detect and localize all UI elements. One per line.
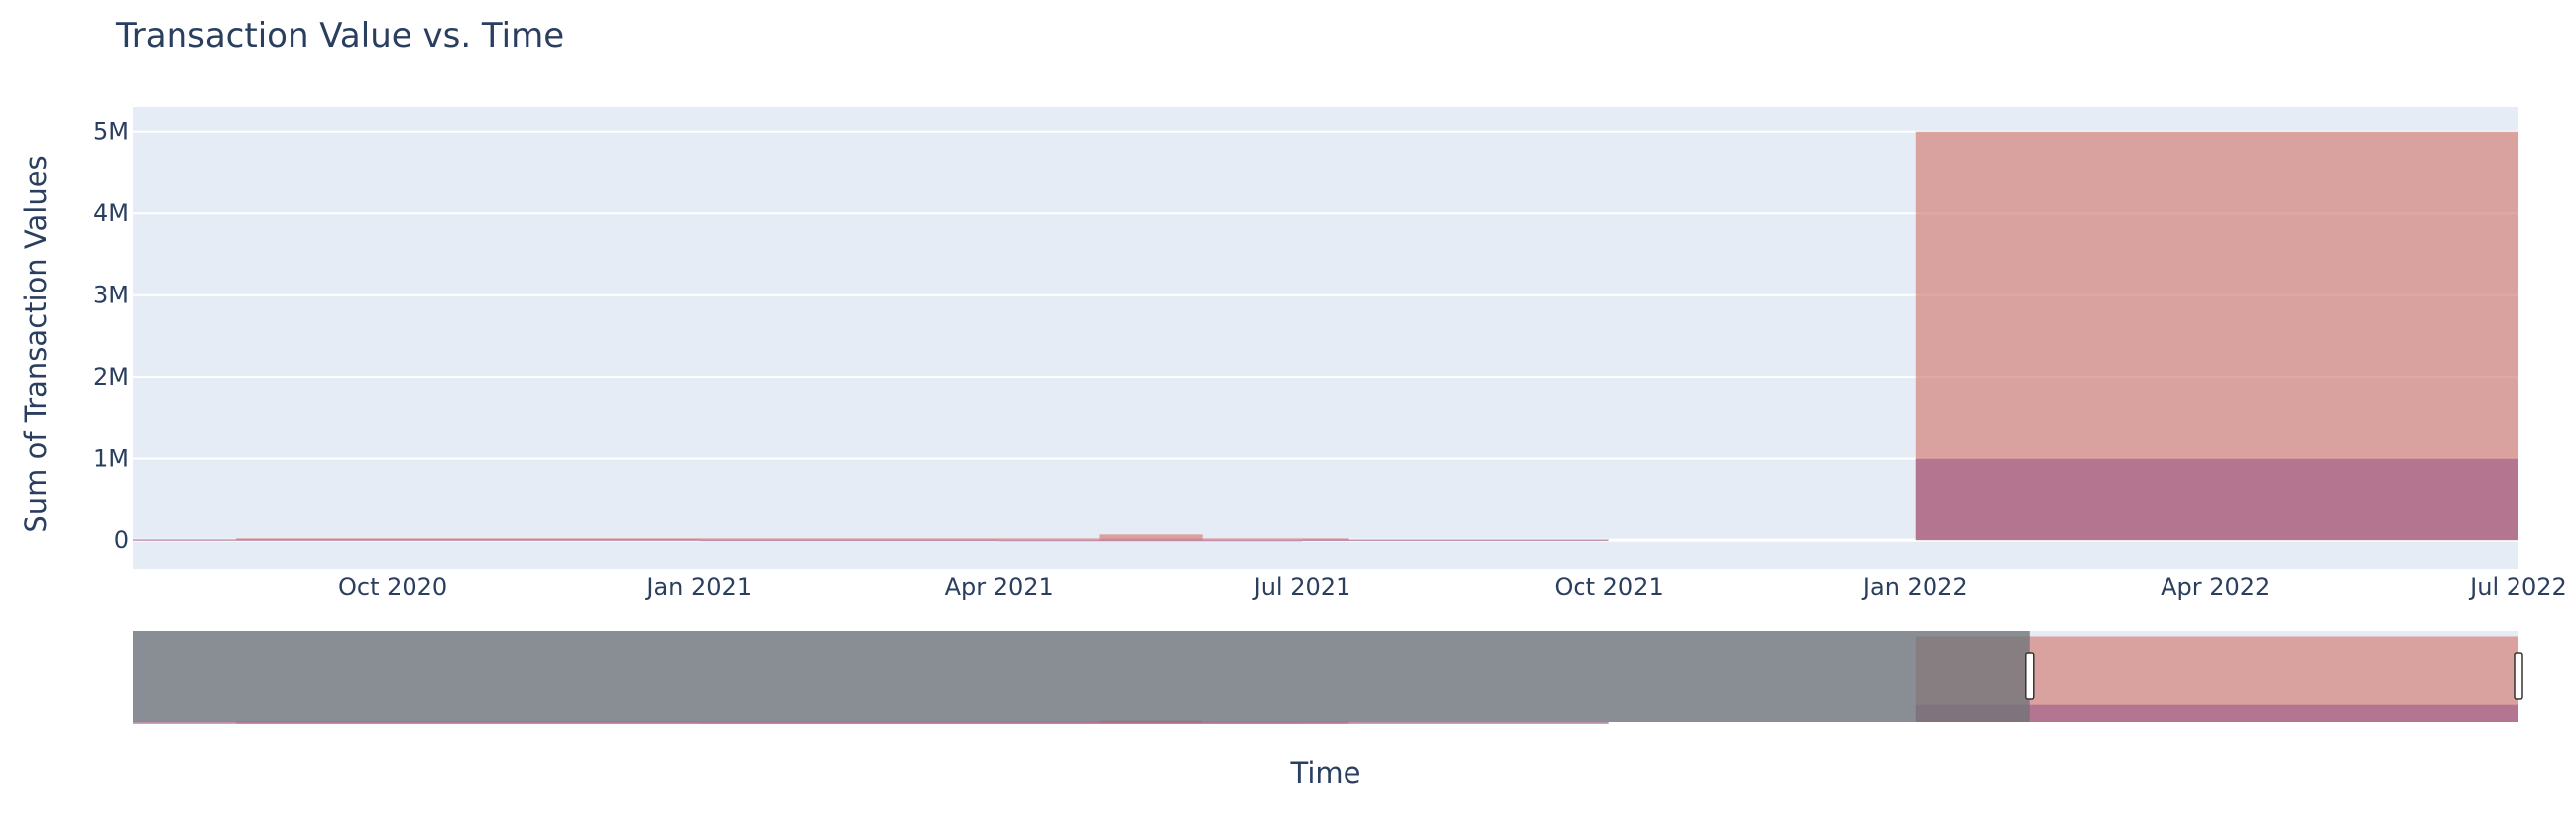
bar-series-1[interactable] <box>1099 534 1203 541</box>
y-tick-label: 0 <box>114 526 129 554</box>
bar-series-2[interactable] <box>1915 458 2518 541</box>
x-axis-title: Time <box>1290 757 1361 790</box>
bar-series-2[interactable] <box>998 539 1303 542</box>
range-slider-right-handle[interactable] <box>2514 652 2523 700</box>
slider-bar-series-2 <box>133 721 700 724</box>
x-tick-label: Jan 2022 <box>1861 573 1968 601</box>
x-tick-label: Oct 2020 <box>338 573 447 601</box>
chart-title: Transaction Value vs. Time <box>115 16 564 56</box>
y-tick-label: 2M <box>93 363 129 391</box>
y-tick-label: 1M <box>93 445 129 473</box>
range-slider-left-handle[interactable] <box>2025 652 2035 700</box>
bar-series-2[interactable] <box>1302 539 1609 541</box>
x-tick-labels: Oct 2020 Jan 2021 Apr 2021 Jul 2021 Oct 2021… <box>338 573 2567 601</box>
y-tick-label: 3M <box>93 282 129 309</box>
slider-bar-series-2 <box>1302 721 1609 724</box>
bar-series-1[interactable] <box>236 538 1349 541</box>
x-tick-label: Jul 2021 <box>1252 573 1351 601</box>
y-tick-label: 5M <box>93 118 129 146</box>
range-slider-mask <box>133 631 2030 722</box>
x-tick-label: Oct 2021 <box>1555 573 1664 601</box>
slider-bar-series-2 <box>699 721 999 724</box>
range-slider[interactable] <box>133 631 2523 724</box>
bar-series-2[interactable] <box>133 539 700 541</box>
x-tick-label: Jan 2021 <box>644 573 752 601</box>
y-axis-title: Sum of Transaction Values <box>19 155 53 532</box>
slider-bar-series-2 <box>1915 704 2518 722</box>
y-tick-labels: 0 1M 2M 3M 4M 5M <box>93 118 129 554</box>
bars-group <box>133 131 2518 542</box>
x-tick-label: Apr 2022 <box>2161 573 2270 601</box>
x-tick-label: Jul 2022 <box>2468 573 2567 601</box>
y-tick-label: 4M <box>93 199 129 227</box>
bar-series-2[interactable] <box>699 539 999 542</box>
slider-bar-series-2 <box>998 721 1303 724</box>
x-tick-label: Apr 2021 <box>945 573 1054 601</box>
